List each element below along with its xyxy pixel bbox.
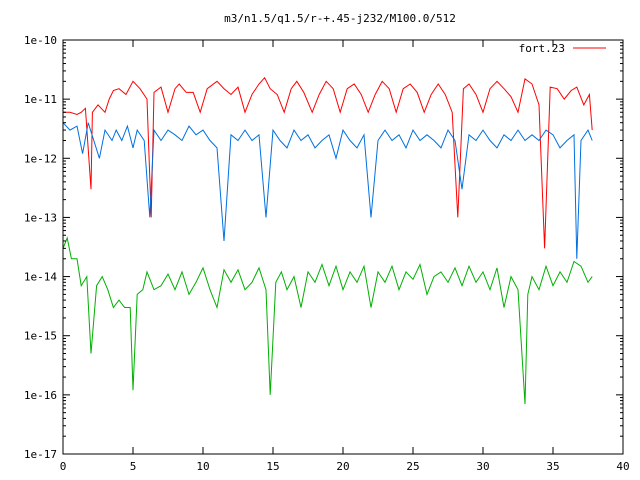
series-line-2: [62, 122, 593, 259]
x-tick-label: 0: [60, 460, 67, 473]
x-tick-label: 15: [266, 460, 279, 473]
legend: fort.23: [519, 42, 606, 55]
x-tick-label: 5: [130, 460, 137, 473]
y-tick-label: 1e-12: [24, 152, 57, 165]
x-tick-label: 35: [546, 460, 559, 473]
series-line-3: [62, 236, 593, 405]
y-tick-label: 1e-15: [24, 330, 57, 343]
legend-label: fort.23: [519, 42, 565, 55]
x-tick-label: 30: [476, 460, 489, 473]
x-tick-label: 10: [196, 460, 209, 473]
y-tick-label: 1e-10: [24, 34, 57, 47]
y-tick-label: 1e-14: [24, 271, 57, 284]
chart-title: m3/n1.5/q1.5/r-+.45-j232/M100.0/512: [224, 12, 456, 25]
x-tick-label: 40: [616, 460, 629, 473]
axis-layer: 0 5 10 15 20 25 30 35 40 1e-17 1e-16 1e-15 1e-14 1e-1…: [24, 34, 630, 473]
y-tick-label: 1e-13: [24, 211, 57, 224]
series-layer: [62, 76, 593, 405]
x-tick-label: 20: [336, 460, 349, 473]
y-tick-label: 1e-11: [24, 93, 57, 106]
y-tick-label: 1e-16: [24, 389, 57, 402]
series-line-1: [63, 76, 593, 249]
y-tick-label: 1e-17: [24, 448, 57, 461]
x-tick-label: 25: [406, 460, 419, 473]
